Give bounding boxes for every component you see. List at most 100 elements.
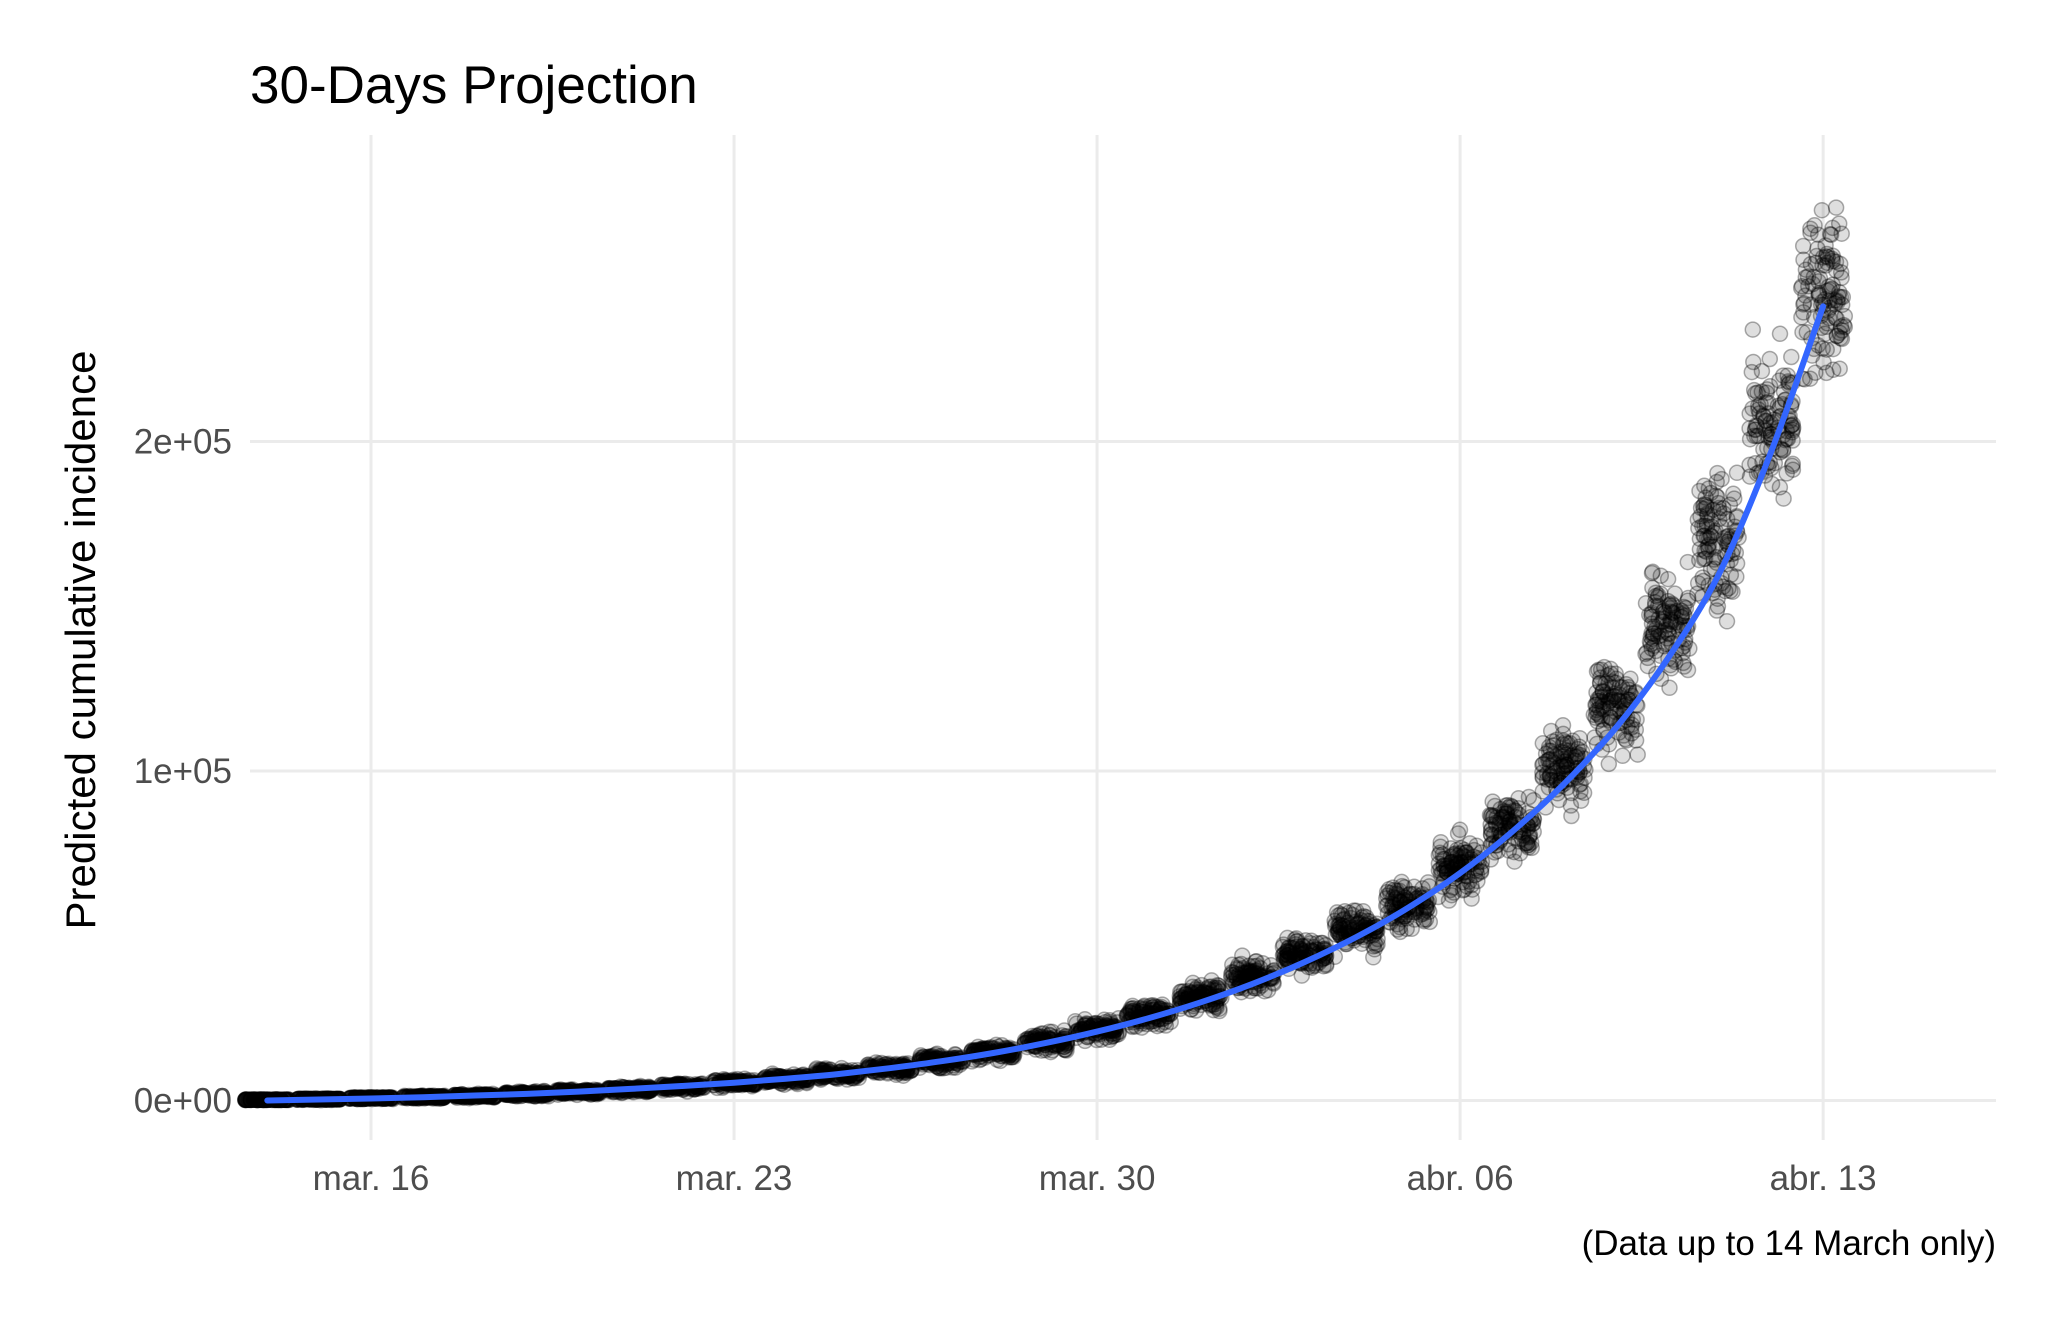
simulation-point [1661,600,1678,617]
simulation-point [1744,321,1762,338]
simulation-point [1822,226,1840,244]
simulation-point [245,1091,263,1109]
simulation-point [246,1091,263,1108]
simulation-point [1542,722,1560,740]
simulation-point [1149,1017,1166,1035]
simulation-point [1256,982,1273,1000]
simulation-point [1571,776,1588,794]
simulation-point [1484,809,1502,826]
simulation-point [1629,746,1646,763]
simulation-point [1802,220,1819,237]
simulation-point [1771,325,1789,343]
simulation-point [1608,670,1625,687]
simulation-point [1562,797,1580,814]
simulation-point [1587,709,1604,726]
simulation-point [1783,348,1800,366]
simulation-points [237,199,1854,1109]
simulation-point [1534,755,1552,773]
simulation-point [1728,568,1745,585]
simulation-point [242,1091,260,1109]
simulation-point [242,1091,259,1109]
simulation-point [237,1091,254,1109]
caption: (Data up to 14 March only) [1582,1224,1996,1263]
simulation-point [1506,853,1523,870]
simulation-point [1707,487,1725,504]
simulation-point [237,1091,255,1109]
simulation-point [1813,201,1831,219]
simulation-point [1746,421,1764,438]
simulation-point [241,1091,259,1108]
simulation-point [241,1091,258,1109]
simulation-point [1043,1023,1061,1041]
simulation-point [237,1091,254,1109]
simulation-point [1778,430,1796,448]
simulation-point [1699,507,1716,524]
simulation-point [1795,294,1813,312]
simulation-point [1832,264,1850,281]
simulation-point [246,1091,264,1108]
simulation-point [238,1091,255,1109]
x-tick-label: abr. 13 [1770,1159,1877,1198]
simulation-point [1521,826,1539,844]
simulation-point [237,1091,254,1109]
simulation-point [248,1091,266,1109]
y-axis-tick-labels: 0e+00 1e+05 2e+05 [134,422,232,1120]
simulation-point [1794,323,1811,341]
y-tick-label: 1e+05 [134,752,232,791]
simulation-point [1743,363,1761,381]
x-tick-label: abr. 06 [1407,1159,1514,1198]
simulation-point [1761,377,1779,395]
y-tick-label: 2e+05 [134,422,232,461]
simulation-point [1783,457,1801,475]
simulation-point [1775,490,1792,507]
simulation-point [238,1091,255,1108]
simulation-point [1602,689,1619,706]
simulation-point [242,1091,259,1109]
simulation-point [237,1091,254,1108]
y-axis-label: Predicted cumulative incidence [57,351,104,930]
simulation-point [1328,904,1346,921]
gridlines [250,135,1996,1140]
simulation-point [1400,886,1417,904]
y-tick-label: 0e+00 [134,1081,232,1120]
simulation-point [1451,821,1469,839]
simulation-point [1794,237,1812,255]
simulation-point [1600,755,1618,773]
simulation-point [1696,527,1713,544]
x-axis-tick-labels: mar. 16 mar. 23 mar. 30 abr. 06 abr. 13 [313,1159,1877,1198]
simulation-point [1827,199,1845,216]
simulation-point [239,1091,257,1108]
simulation-point [247,1091,264,1108]
simulation-point [1652,567,1670,584]
simulation-point [244,1091,262,1108]
simulation-point [1628,711,1645,728]
simulation-point [237,1091,255,1108]
simulation-point [1367,937,1385,954]
x-tick-label: mar. 30 [1039,1159,1156,1198]
simulation-point [1644,627,1662,645]
simulation-point [242,1091,260,1109]
simulation-point [240,1091,257,1109]
simulation-point [242,1091,260,1109]
simulation-point [1175,983,1193,1000]
simulation-point [1627,732,1645,749]
simulation-point [1709,590,1726,607]
simulation-point [1793,277,1811,295]
simulation-point [1421,903,1438,920]
simulation-point [1614,747,1631,765]
simulation-point [1713,470,1730,488]
simulation-point [1234,947,1251,964]
x-tick-label: mar. 16 [313,1159,430,1198]
simulation-point [246,1091,264,1109]
simulation-point [1661,679,1678,697]
simulation-point [1795,251,1812,269]
simulation-point [1793,308,1810,326]
simulation-point [242,1091,260,1109]
chart-title: 30-Days Projection [250,56,698,115]
simulation-point [247,1091,265,1108]
simulation-point [237,1091,255,1108]
simulation-point [1833,330,1851,348]
simulation-point [240,1091,257,1108]
simulation-point [1818,341,1835,358]
